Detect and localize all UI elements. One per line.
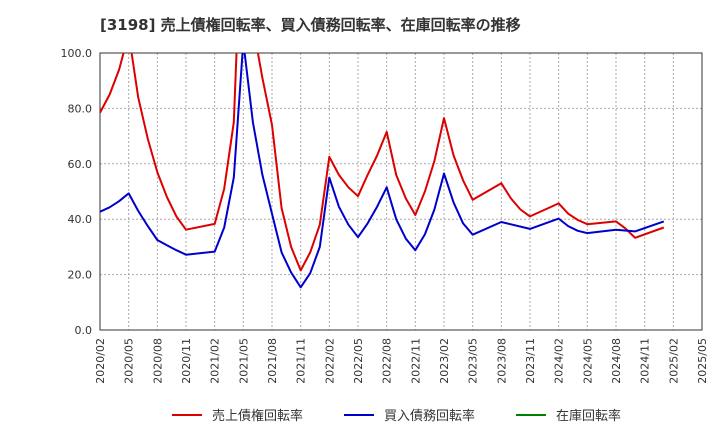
series-line: [100, 53, 665, 289]
series-line: [100, 53, 665, 272]
x-tick-label: 2024/02: [553, 338, 566, 384]
x-tick-label: 2020/08: [151, 338, 164, 384]
x-tick-label: 2023/08: [495, 338, 508, 384]
legend-label: 買入債務回転率: [384, 408, 475, 424]
legend: 売上債権回転率 買入債務回転率 在庫回転率: [172, 408, 621, 424]
y-tick-label: 80.0: [68, 102, 93, 115]
x-tick-label: 2021/11: [295, 338, 308, 384]
x-tick-label: 2022/08: [381, 338, 394, 384]
x-tick-label: 2024/05: [581, 338, 594, 384]
x-tick-label: 2022/02: [323, 338, 336, 384]
plot-frame: [99, 52, 703, 331]
grid: [99, 52, 703, 331]
x-tick-label: 2023/05: [467, 338, 480, 384]
x-tick-label: 2022/11: [409, 338, 422, 384]
y-tick-label: 20.0: [68, 269, 93, 282]
x-tick-label: 2024/11: [639, 338, 652, 384]
x-tick-label: 2020/11: [180, 338, 193, 384]
y-tick-label: 60.0: [68, 158, 93, 171]
x-tick-label: 2023/11: [524, 338, 537, 384]
y-tick-label: 100.0: [61, 47, 93, 60]
y-tick-label: 40.0: [68, 213, 93, 226]
x-tick-label: 2024/08: [610, 338, 623, 384]
series: [100, 53, 665, 289]
chart-title: [3198] 売上債権回転率、買入債務回転率、在庫回転率の推移: [100, 16, 521, 34]
x-tick-label: 2020/02: [94, 338, 107, 384]
y-tick-label: 0.0: [75, 324, 93, 337]
x-tick-label: 2025/02: [667, 338, 680, 384]
x-tick-label: 2020/05: [123, 338, 136, 384]
x-tick-label: 2025/05: [696, 338, 709, 384]
axes: 0.0 20.0 40.0 60.0 80.0 100.0 2020/02 2020/05 20…: [61, 47, 710, 384]
x-tick-label: 2021/02: [209, 338, 222, 384]
x-tick-label: 2023/02: [438, 338, 451, 384]
legend-label: 在庫回転率: [556, 408, 621, 424]
x-tick-label: 2022/05: [352, 338, 365, 384]
x-tick-label: 2021/08: [266, 338, 279, 384]
x-tick-label: 2021/05: [237, 338, 250, 384]
legend-label: 売上債権回転率: [212, 408, 303, 424]
